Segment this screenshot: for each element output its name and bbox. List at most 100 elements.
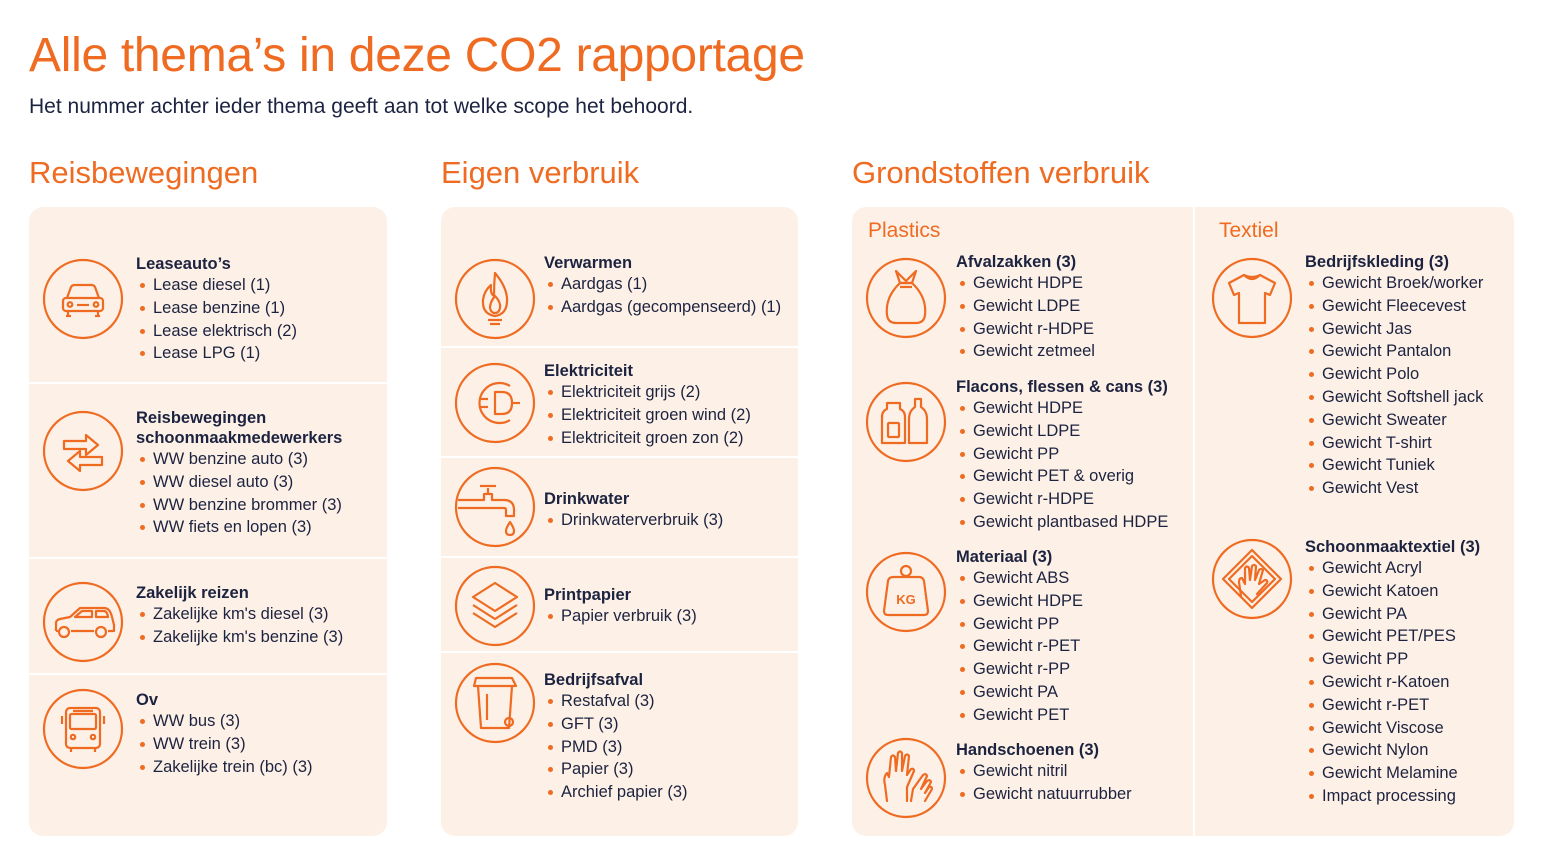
list-item: Gewicht r-PET [1305,694,1480,717]
list-item: Gewicht r-HDPE [956,318,1095,341]
weight-label: KG [896,592,916,607]
block-title: Leaseauto’s [136,255,231,273]
block-title: Materiaal (3) [956,548,1053,566]
list-item: Zakelijke km's diesel (3) [136,603,343,626]
block-title: Printpapier [544,586,632,604]
paper-stack-icon [454,565,536,647]
list-item: Gewicht HDPE [956,590,1083,613]
flame-icon [454,258,536,340]
block-title: Flacons, flessen & cans (3) [956,378,1168,396]
list-item: Elektriciteit groen zon (2) [544,427,751,450]
weight-icon: KG [865,551,947,633]
list-item: Papier verbruik (3) [544,605,697,628]
list-item: Aardgas (gecompenseerd) (1) [544,296,781,319]
car-front-icon [42,258,124,340]
list-item: WW benzine brommer (3) [136,494,342,517]
bottles-icon [865,381,947,463]
divider [441,651,798,653]
list-item: Gewicht Softshell jack [1305,386,1483,409]
list-item: Archief papier (3) [544,781,688,804]
list-item: WW fiets en lopen (3) [136,516,342,539]
list-item: PMD (3) [544,736,688,759]
tshirt-icon [1211,257,1293,339]
subheading-plastics: Plastics [868,219,941,242]
block-title: Verwarmen [544,254,633,272]
block-title: Bedrijfskleding (3) [1305,253,1449,271]
list-item: Gewicht Broek/worker [1305,272,1483,295]
block-title: Elektriciteit [544,362,633,380]
list-item: Drinkwaterverbruik (3) [544,509,723,532]
divider [29,557,387,559]
block-title: Ov [136,691,159,709]
list-item: Restafval (3) [544,690,688,713]
list-item: Gewicht r-PP [956,658,1083,681]
divider [29,673,387,675]
heading-grondstoffen-verbruik: Grondstoffen verbruik [852,155,1150,190]
list-item: Gewicht natuurrubber [956,783,1132,806]
gloves-icon [865,737,947,819]
cleaning-cloth-icon [1211,538,1293,620]
divider [441,556,798,558]
car-side-icon [42,581,124,663]
list-item: Gewicht HDPE [956,397,1168,420]
page-title: Alle thema’s in deze CO2 rapportage [29,29,805,82]
list-item: Lease LPG (1) [136,342,297,365]
list-item: Gewicht nitril [956,760,1132,783]
list-item: Gewicht Jas [1305,318,1483,341]
heading-eigen-verbruik: Eigen verbruik [441,155,640,190]
list-item: Gewicht LDPE [956,295,1095,318]
list-item: Gewicht Vest [1305,477,1483,500]
waste-bin-icon [454,662,536,744]
list-item: Gewicht Nylon [1305,739,1480,762]
block-title: Reisbewegingen [136,409,267,427]
faucet-icon [454,466,536,548]
divider [1193,207,1195,836]
list-item: Gewicht Pantalon [1305,340,1483,363]
block-title: schoonmaakmedewerkers [136,429,343,447]
list-item: Zakelijke km's benzine (3) [136,626,343,649]
bus-icon [42,688,124,770]
divider [441,456,798,458]
list-item: Gewicht T-shirt [1305,432,1483,455]
list-item: Gewicht zetmeel [956,340,1095,363]
list-item: GFT (3) [544,713,688,736]
block-title: Handschoenen (3) [956,741,1100,759]
block-title: Bedrijfsafval [544,671,644,689]
list-item: Gewicht plantbased HDPE [956,511,1168,534]
list-item: Gewicht Tuniek [1305,454,1483,477]
list-item: Gewicht r-PET [956,635,1083,658]
block-title: Drinkwater [544,490,630,508]
list-item: Gewicht PET [956,704,1083,727]
block-title: Schoonmaaktextiel (3) [1305,538,1481,556]
list-item: Elektriciteit groen wind (2) [544,404,751,427]
block-title: Zakelijk reizen [136,584,249,602]
list-item: Lease elektrisch (2) [136,320,297,343]
list-item: Gewicht r-HDPE [956,488,1168,511]
list-item: Gewicht PP [956,443,1168,466]
list-item: Elektriciteit grijs (2) [544,381,751,404]
list-item: Gewicht HDPE [956,272,1095,295]
list-item: Gewicht PP [1305,648,1480,671]
list-item: Gewicht Fleecevest [1305,295,1483,318]
arrows-exchange-icon [42,410,124,492]
heading-reisbewegingen: Reisbewegingen [29,155,259,190]
list-item: Lease diesel (1) [136,274,297,297]
list-item: Gewicht Viscose [1305,717,1480,740]
list-item: Gewicht PA [956,681,1083,704]
list-item: Gewicht PA [1305,603,1480,626]
list-item: Gewicht Sweater [1305,409,1483,432]
list-item: Papier (3) [544,758,688,781]
page-subtitle: Het nummer achter ieder thema geeft aan … [29,95,694,118]
list-item: Lease benzine (1) [136,297,297,320]
garbage-bag-icon [865,257,947,339]
list-item: WW diesel auto (3) [136,471,342,494]
list-item: Gewicht PET & overig [956,465,1168,488]
list-item: Gewicht Polo [1305,363,1483,386]
list-item: WW bus (3) [136,710,313,733]
list-item: Gewicht PP [956,613,1083,636]
list-item: Gewicht ABS [956,567,1083,590]
plug-icon [454,362,536,444]
list-item: Gewicht LDPE [956,420,1168,443]
list-item: Zakelijke trein (bc) (3) [136,756,313,779]
subheading-textiel: Textiel [1219,219,1279,242]
